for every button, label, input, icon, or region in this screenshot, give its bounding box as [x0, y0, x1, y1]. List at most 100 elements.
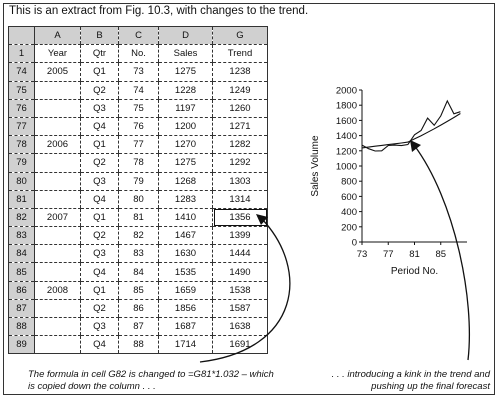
cell-sales[interactable]: 1268: [158, 172, 213, 191]
cell-trend[interactable]: 1399: [212, 226, 268, 246]
cell-trend[interactable]: 1238: [212, 62, 268, 82]
cell-year[interactable]: [34, 172, 81, 191]
cell-qtr[interactable]: Q4: [80, 190, 119, 209]
cell-trend[interactable]: 1271: [212, 117, 268, 137]
cell-no[interactable]: 80: [118, 190, 159, 209]
cell-qtr[interactable]: Q4: [80, 335, 119, 355]
cell-qtr[interactable]: Q4: [80, 262, 119, 282]
cell-sales[interactable]: 1228: [158, 81, 213, 100]
cell-no[interactable]: No.: [118, 44, 159, 64]
cell-qtr[interactable]: Q1: [80, 208, 119, 228]
cell-year[interactable]: [34, 226, 81, 246]
column-letter-b[interactable]: B: [80, 25, 119, 46]
column-letter-g[interactable]: G: [212, 25, 268, 46]
cell-sales[interactable]: 1270: [158, 135, 213, 155]
row-header-cell[interactable]: 76: [8, 99, 35, 118]
cell-year[interactable]: Year: [34, 44, 81, 64]
cell-year[interactable]: [34, 81, 81, 100]
cell-qtr[interactable]: Q3: [80, 99, 119, 118]
cell-sales[interactable]: 1535: [158, 262, 213, 282]
cell-sales[interactable]: 1659: [158, 281, 213, 300]
cell-qtr[interactable]: Q3: [80, 244, 119, 264]
cell-no[interactable]: 75: [118, 99, 159, 118]
cell-trend[interactable]: 1314: [212, 190, 268, 209]
cell-year[interactable]: [34, 317, 81, 337]
cell-qtr[interactable]: Q2: [80, 299, 119, 319]
column-letter-a[interactable]: A: [34, 25, 81, 46]
cell-trend[interactable]: 1292: [212, 153, 268, 173]
cell-sales[interactable]: 1275: [158, 62, 213, 82]
cell-sales[interactable]: 1197: [158, 99, 213, 118]
cell-sales[interactable]: 1714: [158, 335, 213, 355]
corner-cell[interactable]: [8, 25, 35, 46]
cell-sales[interactable]: 1856: [158, 299, 213, 319]
cell-no[interactable]: 84: [118, 262, 159, 282]
row-header-cell[interactable]: 89: [8, 335, 35, 355]
cell-no[interactable]: 85: [118, 281, 159, 300]
row-header-cell[interactable]: 81: [8, 190, 35, 209]
cell-sales[interactable]: Sales: [158, 44, 213, 64]
row-header-cell[interactable]: 75: [8, 81, 35, 100]
row-header-cell[interactable]: 85: [8, 262, 35, 282]
cell-qtr[interactable]: Q3: [80, 317, 119, 337]
cell-no[interactable]: 74: [118, 81, 159, 100]
cell-qtr[interactable]: Q4: [80, 117, 119, 137]
row-header-cell[interactable]: 77: [8, 117, 35, 137]
row-header-cell[interactable]: 87: [8, 299, 35, 319]
row-header-cell[interactable]: 1: [8, 44, 35, 64]
cell-year[interactable]: [34, 262, 81, 282]
cell-year[interactable]: [34, 244, 81, 264]
row-header-cell[interactable]: 78: [8, 135, 35, 155]
row-header-cell[interactable]: 74: [8, 62, 35, 82]
cell-trend[interactable]: 1587: [212, 299, 268, 319]
cell-qtr[interactable]: Qtr: [80, 44, 119, 64]
row-header-cell[interactable]: 82: [8, 208, 35, 228]
cell-year[interactable]: 2008: [34, 281, 81, 300]
cell-year[interactable]: [34, 335, 81, 355]
cell-sales[interactable]: 1687: [158, 317, 213, 337]
row-header-cell[interactable]: 83: [8, 226, 35, 246]
cell-no[interactable]: 79: [118, 172, 159, 191]
cell-qtr[interactable]: Q1: [80, 135, 119, 155]
row-header-cell[interactable]: 79: [8, 153, 35, 173]
cell-qtr[interactable]: Q2: [80, 81, 119, 100]
cell-year[interactable]: [34, 299, 81, 319]
row-header-cell[interactable]: 86: [8, 281, 35, 300]
cell-qtr[interactable]: Q1: [80, 62, 119, 82]
cell-no[interactable]: 76: [118, 117, 159, 137]
cell-year[interactable]: 2005: [34, 62, 81, 82]
cell-trend[interactable]: 1638: [212, 317, 268, 337]
cell-sales[interactable]: 1283: [158, 190, 213, 209]
cell-year[interactable]: [34, 99, 81, 118]
cell-trend[interactable]: 1691: [212, 335, 268, 355]
cell-trend[interactable]: 1538: [212, 281, 268, 300]
cell-year[interactable]: [34, 190, 81, 209]
cell-trend[interactable]: 1444: [212, 244, 268, 264]
cell-qtr[interactable]: Q2: [80, 226, 119, 246]
cell-no[interactable]: 73: [118, 62, 159, 82]
cell-year[interactable]: [34, 153, 81, 173]
cell-no[interactable]: 82: [118, 226, 159, 246]
cell-trend[interactable]: 1490: [212, 262, 268, 282]
cell-sales[interactable]: 1410: [158, 208, 213, 228]
cell-year[interactable]: [34, 117, 81, 137]
cell-trend[interactable]: 1282: [212, 135, 268, 155]
row-header-cell[interactable]: 84: [8, 244, 35, 264]
row-header-cell[interactable]: 88: [8, 317, 35, 337]
cell-trend[interactable]: Trend: [212, 44, 268, 64]
cell-no[interactable]: 87: [118, 317, 159, 337]
cell-no[interactable]: 81: [118, 208, 159, 228]
cell-sales[interactable]: 1200: [158, 117, 213, 137]
cell-qtr[interactable]: Q3: [80, 172, 119, 191]
cell-trend[interactable]: 1303: [212, 172, 268, 191]
row-header-cell[interactable]: 80: [8, 172, 35, 191]
cell-no[interactable]: 77: [118, 135, 159, 155]
cell-no[interactable]: 78: [118, 153, 159, 173]
column-letter-c[interactable]: C: [118, 25, 159, 46]
cell-qtr[interactable]: Q1: [80, 281, 119, 300]
cell-qtr[interactable]: Q2: [80, 153, 119, 173]
cell-sales[interactable]: 1467: [158, 226, 213, 246]
cell-no[interactable]: 86: [118, 299, 159, 319]
cell-no[interactable]: 88: [118, 335, 159, 355]
cell-trend[interactable]: 1249: [212, 81, 268, 100]
